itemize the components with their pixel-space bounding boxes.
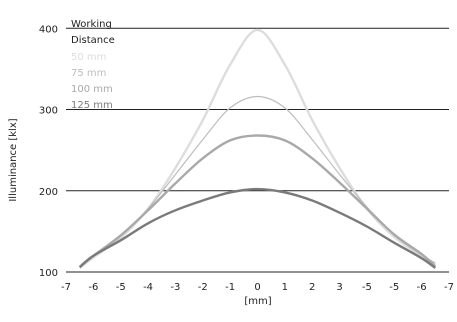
x-tick-label: -6 <box>417 282 427 293</box>
x-tick-label: 3 <box>336 282 342 293</box>
x-tick-label: -7 <box>444 282 454 293</box>
series-line-50-mm <box>78 28 436 269</box>
x-tick-labels: -7 -6 -5 -4 -3 -2 -1 0 1 2 3 -5 -5 -6 -7 <box>61 282 454 293</box>
y-tick-label: 400 <box>39 24 58 35</box>
x-tick-label: -5 <box>362 282 372 293</box>
y-tick-label: 300 <box>39 106 58 117</box>
y-tick-label: 200 <box>39 187 58 198</box>
x-tick-label: 1 <box>282 282 288 293</box>
x-tick-label: -3 <box>170 282 180 293</box>
x-tick-label: -4 <box>143 282 153 293</box>
legend-item: 75 mm <box>71 68 106 79</box>
x-tick-label: 2 <box>309 282 315 293</box>
legend-item: 125 mm <box>71 100 113 111</box>
legend-title-line1: Working <box>71 19 112 30</box>
series-line-75-mm <box>79 95 436 269</box>
x-tick-label: -2 <box>198 282 208 293</box>
grid-lines <box>66 27 449 273</box>
x-tick-label: -5 <box>116 282 126 293</box>
y-axis-title: Illuminance [klx] <box>8 118 19 201</box>
x-tick-label: 0 <box>254 282 260 293</box>
series-line-100-mm <box>78 134 437 269</box>
x-tick-label: -6 <box>88 282 98 293</box>
legend-item: 100 mm <box>71 84 113 95</box>
x-tick-label: -1 <box>225 282 235 293</box>
legend-title-line2: Distance <box>71 35 115 46</box>
series-line-125-mm <box>78 187 436 269</box>
legend: Working Distance 50 mm 75 mm 100 mm 125 mm <box>71 19 115 111</box>
x-tick-label: -5 <box>389 282 399 293</box>
series-lines <box>78 28 437 269</box>
y-tick-label: 100 <box>39 268 58 279</box>
x-tick-label: -7 <box>61 282 71 293</box>
y-tick-labels: 100 200 300 400 <box>39 24 58 279</box>
legend-item: 50 mm <box>71 52 106 63</box>
x-axis-title: [mm] <box>244 296 271 307</box>
